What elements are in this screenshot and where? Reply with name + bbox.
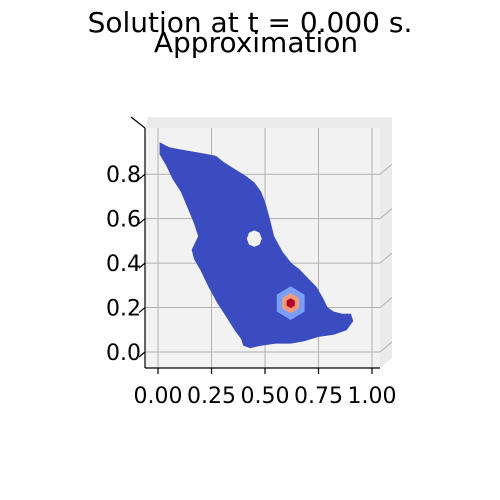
y-tick-mark bbox=[138, 218, 146, 225]
x-tick-label: 0.00 bbox=[134, 384, 183, 409]
y-tick-label: 0.2 bbox=[106, 297, 141, 322]
grid-line-y-side bbox=[379, 163, 393, 175]
grid-line-y-side bbox=[379, 252, 393, 264]
plot-axes: 0.00 0.25 0.50 0.75 1.00 0.0 0.2 0.4 0.6 0.8 bbox=[106, 116, 397, 409]
chart-title: Solution at t = 0.000 s. bbox=[88, 6, 413, 39]
surface bbox=[159, 142, 354, 349]
y-tick-label: 0.4 bbox=[106, 252, 141, 277]
y-ticks: 0.0 0.2 0.4 0.6 0.8 bbox=[106, 163, 146, 366]
grid-line-y-side bbox=[379, 341, 393, 353]
y-tick-mark bbox=[138, 262, 146, 269]
y-tick-mark bbox=[138, 173, 146, 180]
x-tick-label: 0.75 bbox=[294, 384, 343, 409]
chart-subtitle: Approximation bbox=[154, 26, 358, 59]
x-ticks: 0.00 0.25 0.50 0.75 1.00 bbox=[134, 368, 397, 409]
z-axis-edge bbox=[130, 116, 146, 129]
side-pane-right bbox=[380, 117, 392, 368]
y-tick-label: 0.6 bbox=[106, 208, 141, 233]
y-tick-mark bbox=[138, 351, 146, 358]
domain-hole bbox=[246, 230, 262, 247]
y-tick-mark bbox=[138, 307, 146, 314]
x-tick-label: 0.25 bbox=[187, 384, 236, 409]
grid-line-y-side bbox=[379, 208, 393, 220]
x-tick-label: 0.50 bbox=[241, 384, 290, 409]
grid-line-y-side bbox=[379, 297, 393, 308]
y-tick-label: 0.0 bbox=[106, 341, 141, 366]
x-tick-label: 1.00 bbox=[348, 384, 397, 409]
y-tick-label: 0.8 bbox=[106, 163, 141, 188]
back-pane-top bbox=[145, 117, 392, 128]
bump-level-2 bbox=[286, 298, 295, 309]
